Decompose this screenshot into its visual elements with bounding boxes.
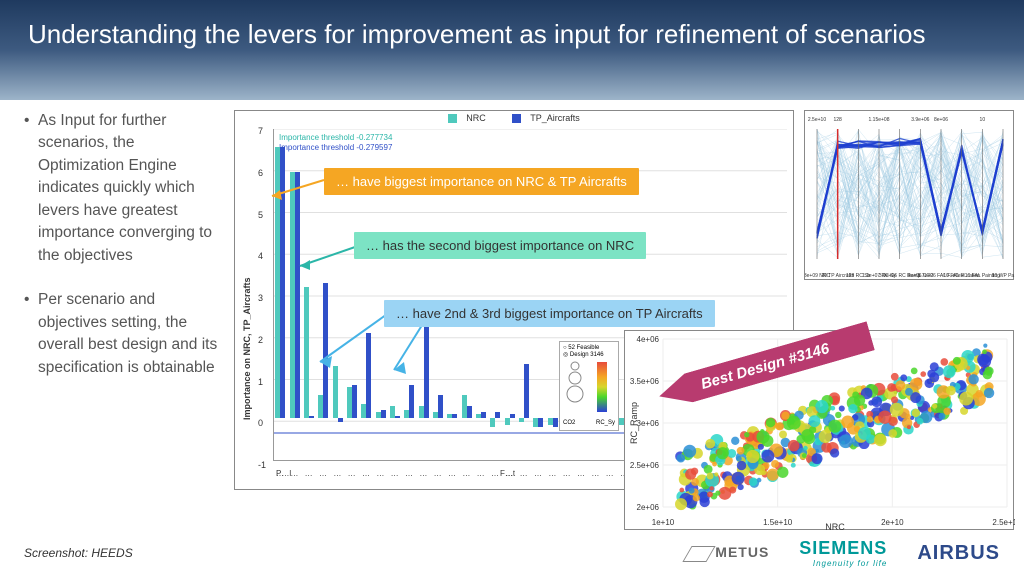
svg-text:3e+06: 3e+06 <box>637 419 660 428</box>
svg-text:1.5e+10: 1.5e+10 <box>763 518 793 527</box>
logo-siemens: SIEMENS Ingenuity for life <box>799 538 887 568</box>
callout-mint: … has the second biggest importance on N… <box>354 232 646 259</box>
legend-label: NRC <box>466 113 486 123</box>
logo-row: METUS SIEMENS Ingenuity for life AIRBUS <box>687 538 1000 568</box>
svg-text:1e+10: 1e+10 <box>652 518 675 527</box>
svg-text:10: 10 <box>980 117 986 123</box>
bullet-column: As Input for further scenarios, the Opti… <box>24 110 234 530</box>
logo-airbus: AIRBUS <box>917 542 1000 565</box>
bullet-item: As Input for further scenarios, the Opti… <box>24 110 218 267</box>
scatter-chart: ○ 52 Feasible ◎ Design 3146 CO2RC_Sy 1e+… <box>624 330 1014 530</box>
svg-text:2e+06: 2e+06 <box>637 503 660 512</box>
svg-text:8e+06: 8e+06 <box>934 117 948 123</box>
legend-label: TP_Aircrafts <box>530 113 580 123</box>
bullet-item: Per scenario and objectives setting, the… <box>24 289 218 379</box>
svg-text:2.5e+06: 2.5e+06 <box>630 461 660 470</box>
logo-siemens-tagline: Ingenuity for life <box>799 559 887 568</box>
slide-header: Understanding the levers for improvement… <box>0 0 1024 100</box>
svg-text:10 WP Pa: 10 WP Pa <box>992 273 1015 279</box>
barchart-legend: NRC TP_Aircrafts <box>235 113 793 123</box>
svg-text:2e+10: 2e+10 <box>881 518 904 527</box>
charts-area: NRC TP_Aircrafts Importance threshold -0… <box>234 110 1014 530</box>
scatter-legend: ○ 52 Feasible ◎ Design 3146 CO2RC_Sy <box>559 341 619 431</box>
y-axis-label: Importance on NRC, TP_Aircrafts <box>242 277 252 420</box>
svg-text:RC_Ramp: RC_Ramp <box>629 402 639 444</box>
svg-text:128: 128 <box>833 117 842 123</box>
logo-siemens-text: SIEMENS <box>799 538 887 558</box>
footer: Screenshot: HEEDS METUS SIEMENS Ingenuit… <box>0 530 1024 576</box>
callout-orange: … have biggest importance on NRC & TP Ai… <box>324 168 639 195</box>
callout-blue: … have 2nd & 3rd biggest importance on T… <box>384 300 715 327</box>
svg-text:2.5e+10: 2.5e+10 <box>808 117 826 123</box>
parallel-coordinates-chart: 3e+09 NRC2.5e+1020 TP Aircrafts128128 RC… <box>804 110 1014 280</box>
parcoord-svg: 3e+09 NRC2.5e+1020 TP Aircrafts128128 RC… <box>805 111 1015 281</box>
slide-body: As Input for further scenarios, the Opti… <box>0 100 1024 530</box>
arrow-blue-2 <box>384 320 444 380</box>
logo-metus: METUS <box>687 544 769 561</box>
slide-title: Understanding the levers for improvement… <box>28 18 996 51</box>
screenshot-source: Screenshot: HEEDS <box>24 546 133 560</box>
svg-text:4e+06: 4e+06 <box>637 335 660 344</box>
svg-text:1.15e+08: 1.15e+08 <box>869 117 890 123</box>
svg-text:3.9e+06: 3.9e+06 <box>911 117 929 123</box>
svg-text:2.5e+10: 2.5e+10 <box>992 518 1015 527</box>
